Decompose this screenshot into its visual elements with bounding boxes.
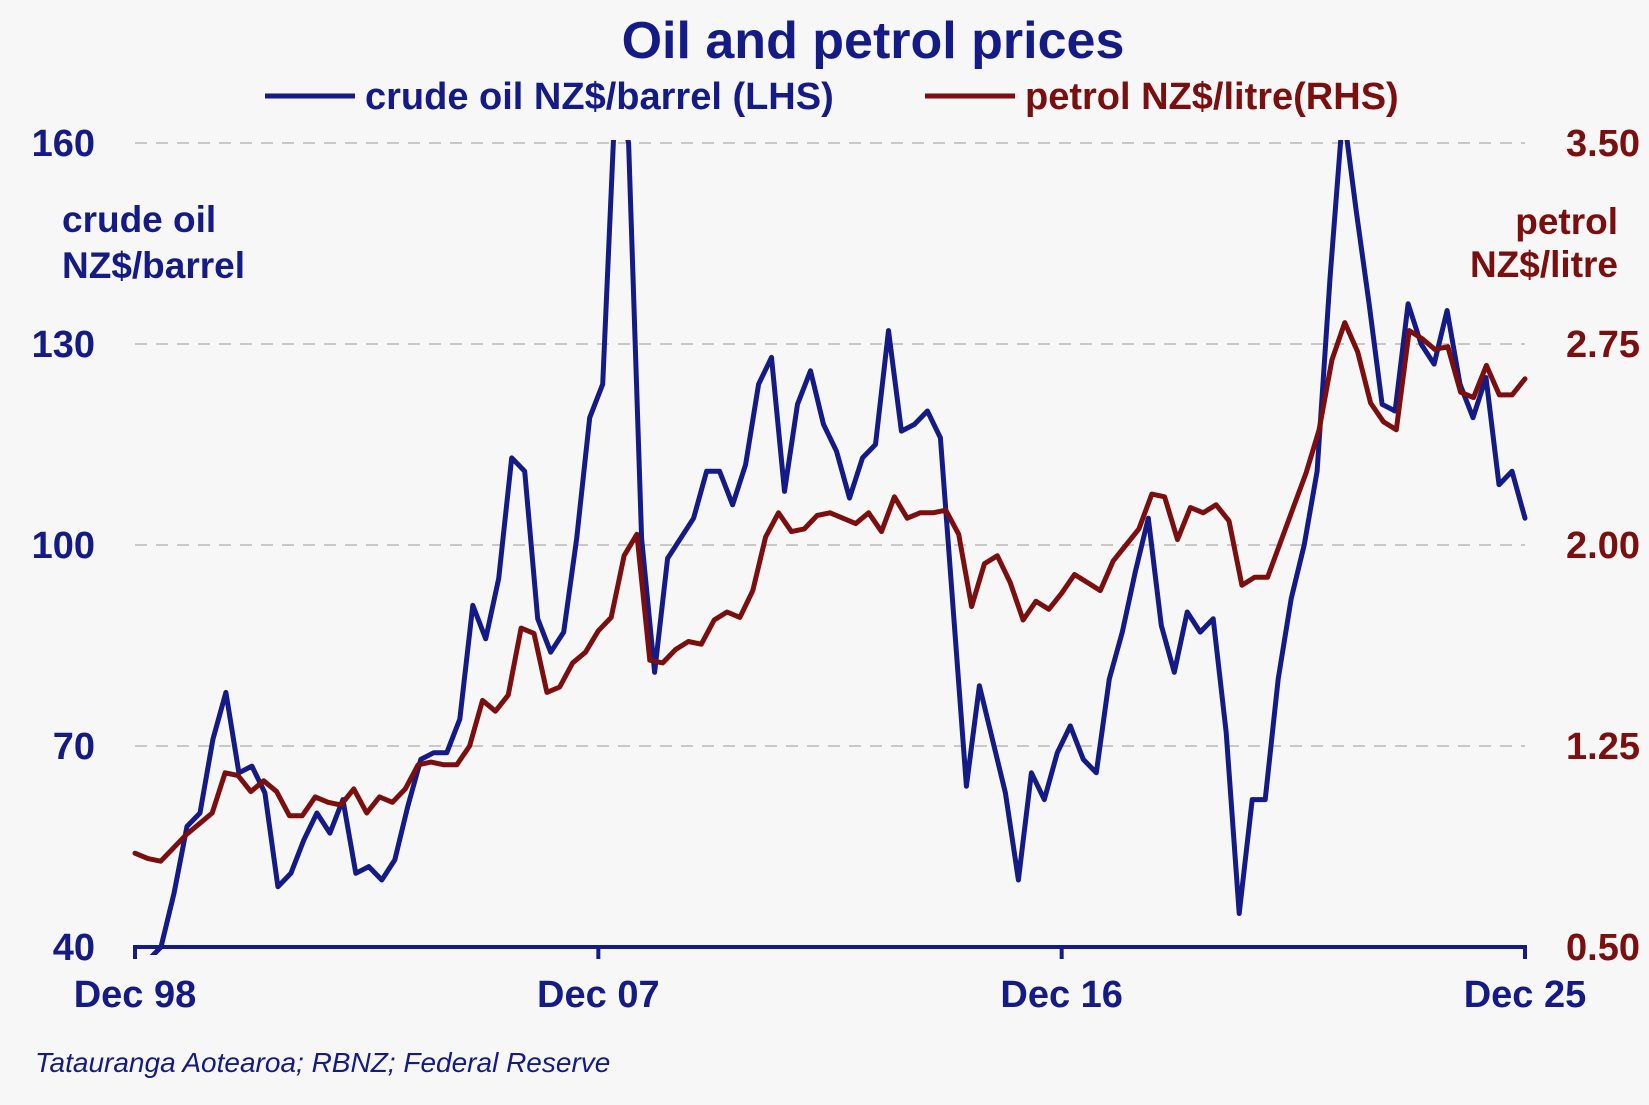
gridlines	[135, 142, 1525, 747]
x-tick-label: Dec 98	[74, 974, 197, 1016]
right-tick-label: 2.00	[1566, 525, 1640, 567]
left-tick-label: 40	[53, 927, 95, 969]
source-note: Tatauranga Aotearoa; RBNZ; Federal Reser…	[35, 1047, 610, 1078]
left-axis-label-line1: crude oil	[62, 199, 216, 240]
right-axis-ticks: 3.50 2.75 2.00 1.25 0.50	[1566, 123, 1640, 969]
right-axis-label-line2: NZ$/litre	[1470, 244, 1618, 285]
right-tick-label: 3.50	[1566, 123, 1640, 165]
right-tick-label: 2.75	[1566, 324, 1640, 366]
x-axis: Dec 98 Dec 07 Dec 16 Dec 25	[74, 945, 1587, 1016]
left-tick-label: 130	[32, 324, 95, 366]
chart-title: Oil and petrol prices	[622, 12, 1125, 70]
x-tick-label: Dec 25	[1464, 974, 1587, 1016]
left-axis-label-line2: NZ$/barrel	[62, 245, 245, 286]
right-axis-label-line1: petrol	[1515, 201, 1618, 242]
legend-label-petrol: petrol NZ$/litre(RHS)	[1025, 76, 1399, 118]
left-tick-label: 100	[32, 525, 95, 567]
right-tick-label: 1.25	[1566, 726, 1640, 768]
right-tick-label: 0.50	[1566, 927, 1640, 969]
legend: crude oil NZ$/barrel (LHS) petrol NZ$/li…	[265, 76, 1399, 118]
left-axis-ticks: 160 130 100 70 40	[32, 123, 95, 969]
x-tick-label: Dec 07	[537, 974, 660, 1016]
series-layer	[132, 140, 1528, 955]
left-tick-label: 70	[53, 726, 95, 768]
crude-oil-line	[149, 140, 1528, 955]
petrol-line	[132, 320, 1528, 864]
x-tick-label: Dec 16	[1000, 974, 1123, 1016]
legend-label-crude-oil: crude oil NZ$/barrel (LHS)	[365, 76, 834, 118]
left-tick-label: 160	[32, 123, 95, 165]
